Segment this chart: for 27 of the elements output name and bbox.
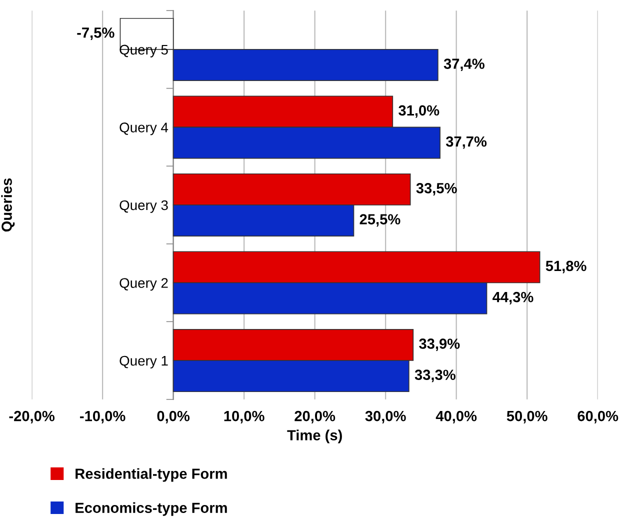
legend-label: Economics-type Form [76,502,227,516]
x-tick-label: 10,0% [224,410,264,424]
y-tick-label: Query 1 [120,356,168,368]
legend-label: Residential-type Form [76,468,227,482]
y-tick-label: Query 2 [120,278,168,291]
x-tick-label: 30,0% [365,410,406,424]
data-label: 31,0% [398,105,440,118]
data-label: 25,5% [360,214,400,227]
x-tick-label: -10,0% [80,410,126,424]
y-tick-label: Query 4 [120,122,168,136]
x-tick-label: 50,0% [506,410,548,424]
y-axis-title: Queries [1,178,15,232]
x-tick-label: 20,0% [294,410,336,424]
x-tick-label: -20,0% [9,410,55,424]
x-tick-label: 60,0% [578,410,618,424]
data-label: 44,3% [492,292,534,304]
data-label: 33,5% [416,183,457,196]
data-label: 51,8% [546,260,586,274]
data-label: 33,9% [419,338,460,351]
x-tick-label: 40,0% [436,410,477,424]
data-label: 37,7% [446,136,487,149]
data-label: 37,4% [444,58,484,72]
y-tick-label: Query 3 [120,200,168,213]
data-label: 33,3% [414,370,456,382]
x-tick-label: 0,0% [157,410,190,424]
data-label: -7,5% [77,28,114,40]
x-axis-title: Time (s) [287,430,342,444]
